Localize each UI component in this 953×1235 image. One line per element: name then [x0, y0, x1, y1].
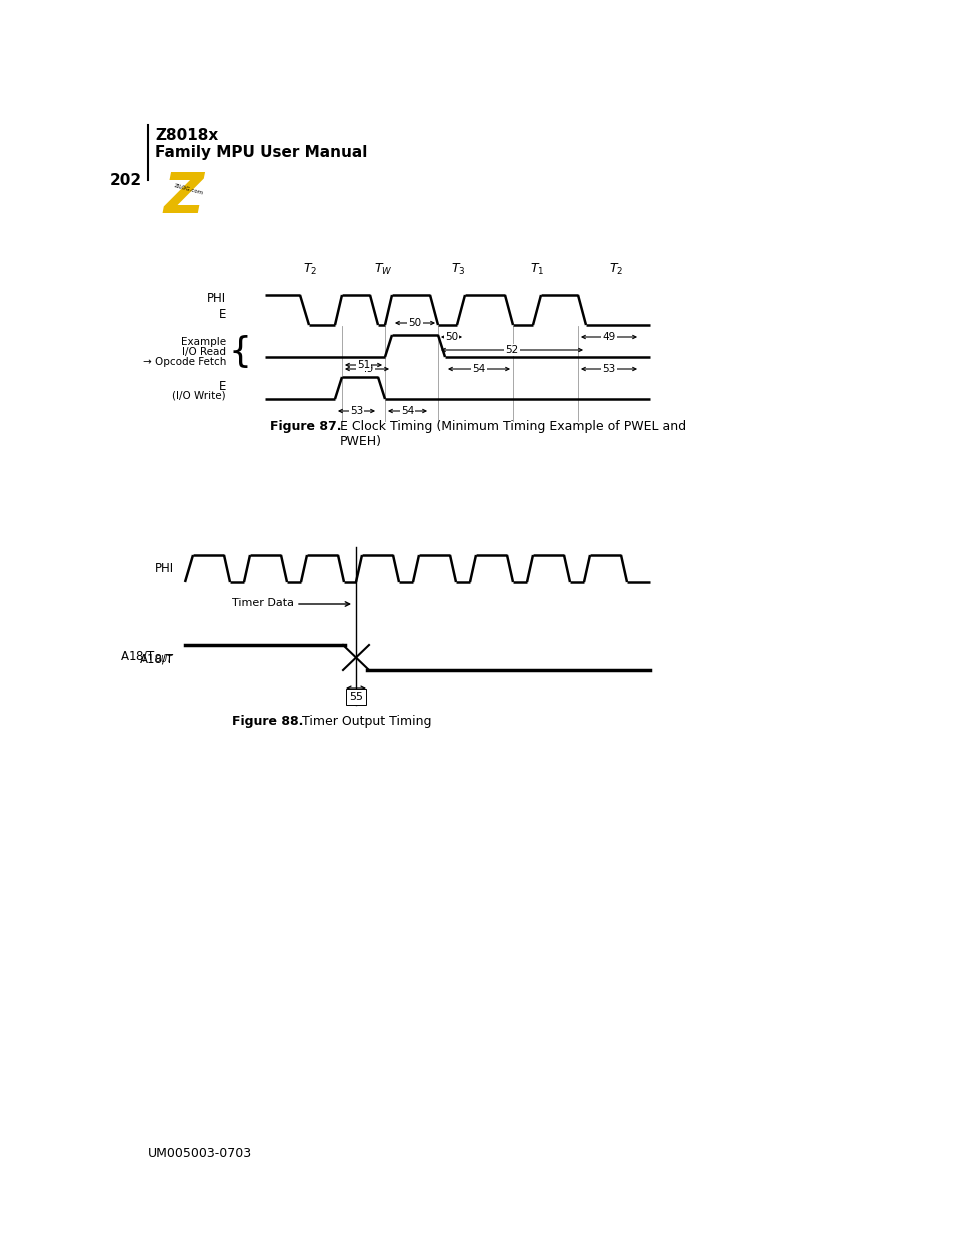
- Text: Example: Example: [181, 337, 226, 347]
- Text: Z8018x: Z8018x: [154, 128, 218, 143]
- Text: E Clock Timing (Minimum Timing Example of PWEL and: E Clock Timing (Minimum Timing Example o…: [339, 420, 685, 433]
- Text: I/O Read: I/O Read: [182, 347, 226, 357]
- Text: 55: 55: [349, 692, 363, 701]
- Text: PHI: PHI: [154, 562, 173, 576]
- Text: $T_3$: $T_3$: [450, 262, 465, 277]
- Text: Figure 87.: Figure 87.: [270, 420, 341, 433]
- Text: $T_1$: $T_1$: [529, 262, 543, 277]
- Text: 49: 49: [601, 332, 615, 342]
- Text: 202: 202: [110, 173, 142, 188]
- Text: 54: 54: [400, 406, 414, 416]
- Text: UM005003-0703: UM005003-0703: [148, 1147, 252, 1160]
- Text: 50: 50: [408, 317, 421, 329]
- Text: 53: 53: [601, 364, 615, 374]
- Text: Timer Data: Timer Data: [232, 598, 294, 608]
- Text: {: {: [229, 335, 252, 369]
- Text: → Opcode Fetch: → Opcode Fetch: [143, 357, 226, 367]
- Text: 51: 51: [356, 359, 370, 370]
- Text: Family MPU User Manual: Family MPU User Manual: [154, 144, 367, 161]
- Text: 54: 54: [472, 364, 485, 374]
- Text: 52: 52: [505, 345, 518, 354]
- Text: E: E: [218, 308, 226, 321]
- Text: PHI: PHI: [207, 291, 226, 305]
- Text: Timer Output Timing: Timer Output Timing: [302, 715, 431, 727]
- Text: 49: 49: [360, 364, 374, 374]
- Text: A18/T: A18/T: [140, 653, 173, 666]
- Text: $T_W$: $T_W$: [374, 262, 392, 277]
- Text: A18/T$_{OUT}$: A18/T$_{OUT}$: [119, 650, 173, 666]
- Text: 50: 50: [444, 332, 457, 342]
- Text: Z: Z: [163, 170, 203, 224]
- Text: E: E: [218, 380, 226, 393]
- Text: 53: 53: [350, 406, 363, 416]
- Text: Figure 88.: Figure 88.: [232, 715, 303, 727]
- Text: $T_2$: $T_2$: [302, 262, 316, 277]
- Text: $T_2$: $T_2$: [608, 262, 622, 277]
- Text: (I/O Write): (I/O Write): [172, 391, 226, 401]
- Text: PWEH): PWEH): [339, 435, 381, 448]
- Text: ZILOG.com: ZILOG.com: [172, 183, 203, 195]
